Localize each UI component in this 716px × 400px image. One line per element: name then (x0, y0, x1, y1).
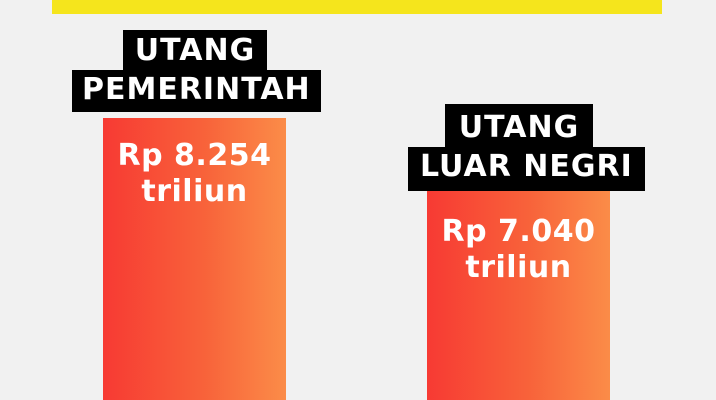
bar-utang-pemerintah: Rp 8.254 triliun (103, 118, 286, 400)
data-label-unit: triliun (465, 250, 572, 285)
category-label-line: UTANG (122, 30, 268, 70)
data-label-utang-luar-negri: Rp 7.040 triliun (427, 214, 610, 286)
data-label-value: Rp 8.254 (117, 138, 272, 173)
category-label-utang-pemerintah: UTANG PEMERINTAH (72, 30, 321, 112)
data-label-utang-pemerintah: Rp 8.254 triliun (103, 138, 286, 210)
category-label-utang-luar-negri: UTANG LUAR NEGRI (408, 104, 645, 191)
bar-utang-luar-negri: Rp 7.040 triliun (427, 190, 610, 400)
category-label-line: LUAR NEGRI (408, 147, 645, 191)
category-label-line: PEMERINTAH (72, 70, 321, 112)
data-label-unit: triliun (141, 174, 248, 209)
category-label-line: UTANG (444, 104, 594, 147)
data-label-value: Rp 7.040 (441, 214, 596, 249)
top-banner (52, 0, 662, 14)
